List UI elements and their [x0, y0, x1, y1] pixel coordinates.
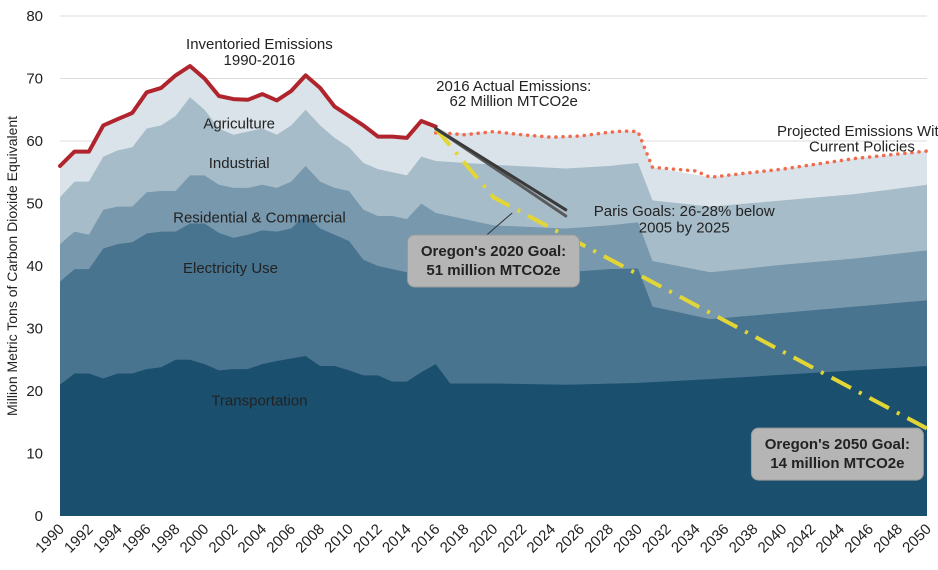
callout-box-2020: Oregon's 2020 Goal: 51 million MTCO2e — [407, 234, 580, 288]
callout-text-oregon-s-2050-goal: Oregon's 2050 Goal: — [765, 436, 910, 453]
x-tick-2032: 2032 — [639, 521, 675, 557]
x-axis-ticks: 1990199219941996199820002002200420062008… — [32, 521, 935, 557]
x-tick-2016: 2016 — [408, 521, 444, 557]
annotation-1990-2016: 1990-2016 — [224, 52, 296, 69]
x-tick-2006: 2006 — [263, 521, 299, 557]
y-tick-0: 0 — [35, 508, 43, 525]
callout-box-2050: Oregon's 2050 Goal: 14 million MTCO2e — [750, 427, 924, 481]
x-tick-2000: 2000 — [177, 521, 213, 557]
annotation-inventoried-emissions: Inventoried Emissions — [186, 36, 333, 53]
y-tick-60: 60 — [26, 133, 43, 150]
callout-text-51-million-mtco2e: 51 million MTCO2e — [426, 262, 560, 279]
line-inventoried-emissions-1990-2016 — [58, 64, 438, 168]
annotation-electricity-use: Electricity Use — [183, 260, 278, 277]
x-tick-1996: 1996 — [119, 521, 155, 557]
x-tick-2036: 2036 — [697, 521, 733, 557]
x-tick-2028: 2028 — [581, 521, 617, 557]
annotation-residential-commercial: Residential & Commercial — [173, 209, 346, 226]
line-oregon-goal-trajectory — [434, 127, 928, 431]
x-tick-2042: 2042 — [784, 521, 820, 557]
y-axis-title: Million Metric Tons of Carbon Dioxide Eq… — [4, 116, 20, 416]
y-tick-40: 40 — [26, 258, 43, 275]
annotation-agriculture: Agriculture — [203, 116, 275, 133]
x-tick-2026: 2026 — [552, 521, 588, 557]
x-tick-2030: 2030 — [610, 521, 646, 557]
annotation-current-policies: Current Policies — [809, 139, 915, 156]
area-transportation — [60, 356, 927, 516]
x-tick-1992: 1992 — [61, 521, 97, 557]
callout-text-oregon-s-2020-goal: Oregon's 2020 Goal: — [421, 243, 566, 260]
x-tick-2050: 2050 — [899, 521, 935, 557]
callout-box-bg — [407, 234, 580, 288]
y-tick-50: 50 — [26, 196, 43, 213]
annotation-projected-emissions-with: Projected Emissions With — [777, 123, 938, 140]
x-tick-2012: 2012 — [350, 521, 386, 557]
y-tick-10: 10 — [26, 446, 43, 463]
series-lines — [58, 64, 929, 431]
x-tick-1990: 1990 — [32, 521, 68, 557]
x-tick-2020: 2020 — [466, 521, 502, 557]
annotation-62-million-mtco2e: 62 Million MTCO2e — [450, 93, 578, 110]
y-axis-ticks: 0 10 20 30 40 50 60 70 80 — [26, 8, 43, 525]
x-tick-2008: 2008 — [292, 521, 328, 557]
y-tick-20: 20 — [26, 383, 43, 400]
x-tick-2018: 2018 — [437, 521, 473, 557]
x-tick-2038: 2038 — [726, 521, 762, 557]
x-tick-2022: 2022 — [495, 521, 531, 557]
goal-callouts: Oregon's 2020 Goal:51 million MTCO2eOreg… — [407, 234, 924, 481]
y-tick-80: 80 — [26, 8, 43, 25]
annotation-2005-by-2025: 2005 by 2025 — [639, 219, 730, 236]
x-tick-2040: 2040 — [755, 521, 791, 557]
callout-text-14-million-mtco2e: 14 million MTCO2e — [770, 455, 904, 472]
x-tick-2034: 2034 — [668, 521, 704, 557]
callout-box-bg — [750, 427, 924, 481]
x-tick-2010: 2010 — [321, 521, 357, 557]
x-tick-2004: 2004 — [235, 521, 271, 557]
x-tick-2002: 2002 — [206, 521, 242, 557]
y-tick-30: 30 — [26, 321, 43, 338]
line-paris-goals-upper — [434, 127, 568, 212]
x-tick-2048: 2048 — [870, 521, 906, 557]
annotation-transportation: Transportation — [211, 392, 307, 409]
line-projected-emissions-with-current-policies — [433, 129, 929, 180]
stacked-areas — [60, 66, 927, 517]
x-tick-2014: 2014 — [379, 521, 415, 557]
x-tick-2044: 2044 — [813, 521, 849, 557]
x-tick-1994: 1994 — [90, 521, 126, 557]
x-tick-2024: 2024 — [524, 521, 560, 557]
annotation-2016-actual-emissions: 2016 Actual Emissions: — [436, 78, 591, 95]
annotation-paris-goals-26-28-below: Paris Goals: 26-28% below — [594, 203, 775, 220]
x-tick-1998: 1998 — [148, 521, 184, 557]
y-tick-70: 70 — [26, 71, 43, 88]
annotation-industrial: Industrial — [209, 155, 270, 172]
x-tick-2046: 2046 — [841, 521, 877, 557]
